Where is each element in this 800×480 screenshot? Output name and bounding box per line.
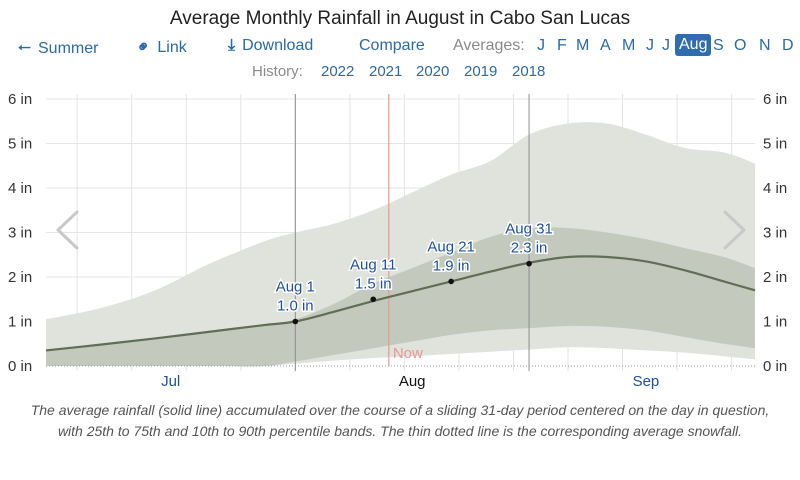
annotation-date: Aug 11 — [350, 256, 396, 273]
history-bar: History: 2022 2021 2020 2019 2018 — [0, 63, 800, 83]
y-tick-label-left: 2 in — [8, 269, 32, 286]
x-month-label: Aug — [399, 373, 426, 390]
annotation-point — [292, 318, 299, 325]
x-month-label: Jul — [161, 373, 180, 390]
annotation-date: Aug 31 — [505, 221, 553, 238]
compare-button[interactable]: Compare — [359, 37, 425, 54]
back-summer-link[interactable]: 🠀 Summer — [18, 37, 98, 64]
now-label: Now — [393, 345, 423, 362]
y-tick-label-right: 6 in — [763, 91, 787, 108]
history-year-2021[interactable]: 2021 — [369, 63, 403, 80]
annotation-point — [370, 296, 377, 303]
month-3[interactable]: A — [600, 37, 611, 54]
arrow-left-icon: 🠀 — [18, 40, 31, 57]
y-tick-label-left: 6 in — [8, 91, 32, 108]
chevron-right-icon — [723, 210, 746, 250]
history-year-2018[interactable]: 2018 — [512, 63, 546, 80]
y-tick-label-left: 1 in — [8, 314, 32, 331]
y-tick-label-left: 3 in — [8, 225, 32, 242]
y-tick-label-right: 4 in — [763, 180, 787, 197]
history-year-2022[interactable]: 2022 — [321, 63, 355, 80]
averages-label: Averages: — [453, 37, 525, 54]
y-tick-label-right: 2 in — [763, 269, 787, 286]
month-4[interactable]: M — [622, 37, 636, 54]
annotation-point — [448, 278, 454, 285]
back-summer-label: Summer — [38, 40, 99, 57]
rainfall-chart: Now 0 in 0 in 1 in 1 in 2 in 2 in 3 in 3 in 4 in… — [8, 91, 787, 390]
month-5[interactable]: J — [646, 37, 654, 54]
y-tick-label-right: 0 in — [763, 358, 787, 375]
annotation-date: Aug 21 — [427, 238, 475, 255]
annotation-date: Aug 1 — [276, 279, 315, 296]
month-8[interactable]: S — [713, 37, 724, 54]
series-lines: Now — [45, 94, 756, 371]
month-6[interactable]: J — [662, 37, 670, 54]
band-25-75 — [46, 227, 755, 367]
y-tick-label-right: 1 in — [763, 314, 787, 331]
annotation-value: 1.5 in — [355, 275, 392, 292]
month-7-active[interactable]: Aug — [675, 34, 712, 56]
page-title: Average Monthly Rainfall in August in Ca… — [169, 8, 631, 29]
download-icon: ⤓ — [228, 37, 236, 54]
link-button[interactable]: ⚭ Link — [133, 37, 187, 59]
axes: 0 in 0 in 1 in 1 in 2 in 2 in 3 in 3 in 4 in 4 in… — [8, 91, 787, 390]
history-year-2020[interactable]: 2020 — [416, 63, 450, 80]
download-button[interactable]: ⤓ Download — [228, 37, 313, 55]
month-11[interactable]: D — [782, 37, 794, 54]
month-9[interactable]: O — [734, 37, 747, 54]
average-rainfall-line — [45, 255, 756, 352]
y-tick-label-left: 5 in — [8, 136, 32, 153]
annotation-point — [526, 260, 532, 267]
nav-bar: 🠀 Summer ⚭ Link ⤓ Download Compare Averages… — [0, 34, 800, 59]
chart-caption: The average rainfall (solid line) accumu… — [30, 402, 770, 439]
download-label: Download — [242, 37, 314, 54]
month-1[interactable]: F — [557, 37, 567, 54]
prev-arrow-button[interactable] — [56, 210, 79, 250]
y-tick-label-right: 3 in — [763, 225, 787, 242]
annotations: Aug 1 1.0 in Aug 11 1.5 in Aug 21 1.9 in Aug 3… — [274, 219, 554, 325]
month-0[interactable]: J — [537, 37, 545, 54]
month-10[interactable]: N — [759, 37, 771, 54]
history-year-2019[interactable]: 2019 — [464, 63, 498, 80]
y-tick-label-right: 5 in — [763, 136, 787, 153]
annotation-value: 2.3 in — [511, 240, 548, 257]
chevron-left-icon — [56, 210, 79, 250]
y-tick-label-left: 0 in — [8, 358, 32, 375]
history-label: History: — [252, 63, 303, 80]
x-month-label: Sep — [633, 373, 660, 390]
y-tick-label-left: 4 in — [8, 180, 32, 197]
annotation-value: 1.9 in — [433, 257, 470, 274]
link-label: Link — [157, 39, 187, 56]
annotation-value: 1.0 in — [277, 298, 314, 315]
next-arrow-button[interactable] — [723, 210, 746, 250]
month-2[interactable]: M — [576, 37, 590, 54]
percentile-bands — [46, 122, 755, 367]
